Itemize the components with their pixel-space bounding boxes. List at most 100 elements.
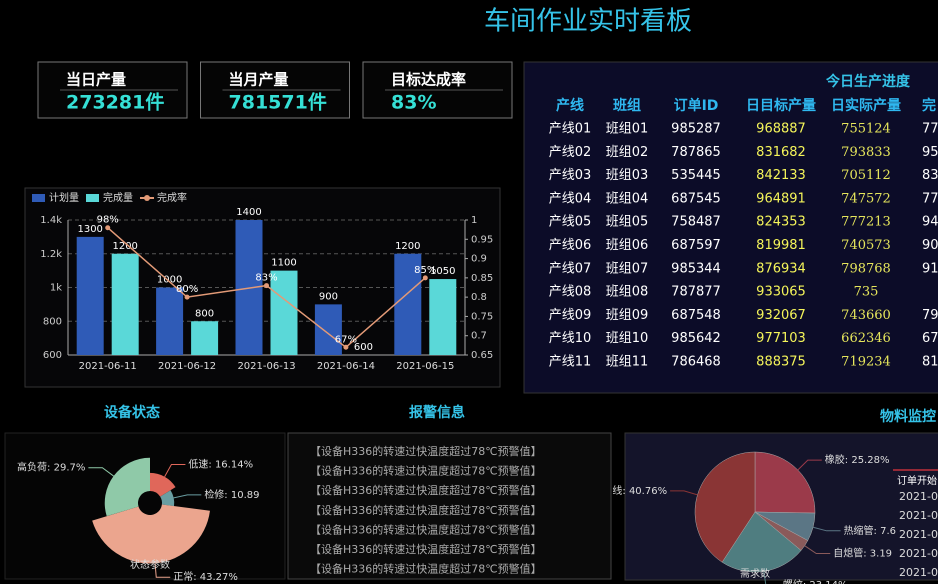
table-cell: 985344 [671,261,721,276]
x-tick-label: 2021-06-13 [237,361,295,372]
table-cell: 77 [922,122,938,137]
table-cell: 740573 [841,238,891,253]
table-cell: 77 [922,191,938,206]
table-cell: 824353 [756,215,806,230]
y2-tick-label: 0.95 [471,234,493,245]
bar [270,270,298,355]
pie-slice [754,451,816,514]
table-cell: 91 [922,261,938,276]
table-cell: 67 [922,331,938,346]
pie-label: 高负荷: 29.7% [17,461,85,474]
table-cell: 班组08 [606,285,649,300]
section-title: 报警信息 [409,404,465,421]
alarm-item: 【设备H336的转速过快温度超过78℃预警值】 [310,444,542,458]
pie-label: 橡胶: 25.28% [825,453,890,466]
table-cell: 班组07 [606,261,649,276]
table-cell: 798768 [841,261,891,276]
y2-tick-label: 0.75 [471,311,493,322]
alarm-item: 【设备H336的转速过快温度超过78℃预警值】 [310,483,542,497]
kpi-value: 273281件 [66,91,164,114]
bar [191,321,219,355]
table-cell: 932067 [756,308,806,323]
y2-tick-label: 0.9 [471,254,487,265]
pie-slice [694,451,756,563]
bar [429,279,457,355]
pie-label: 热缩管: 7.6 [844,524,896,537]
label-leader [670,490,698,496]
table-cell: 758487 [671,215,721,230]
pie-subtitle: 需求数 [740,567,770,580]
bar-label: 1200 [112,241,137,252]
y-tick-label: 800 [43,316,62,327]
table-cell: 819981 [756,238,806,253]
table-header: 日实际产量 [831,97,901,114]
kpi-value: 83% [391,92,436,114]
table-cell: 535445 [671,168,721,183]
table-cell: 83 [922,168,938,183]
legend-label: 计划量 [49,191,79,204]
pie-label: 螺纹: 23.14% [783,578,848,584]
bar [314,304,342,355]
x-tick-label: 2021-06-14 [317,361,375,372]
bar-label: 1200 [395,241,420,252]
y-tick-label: 1k [50,283,62,294]
x-tick-label: 2021-06-15 [396,361,454,372]
orders-item: 2021-07 [899,566,938,579]
bar [76,236,104,355]
table-cell: 产线02 [549,145,592,160]
pie-label: 低速: 16.14% [188,457,253,470]
alarm-panel [287,432,612,580]
table-cell: 793833 [841,145,891,160]
table-cell: 777213 [841,215,891,230]
label-leader [164,463,186,477]
alarm-item: 【设备H336的转速过快温度超过78℃预警值】 [310,562,542,576]
orders-item: 2021-0 [899,509,938,522]
table-cell: 964891 [756,191,806,206]
bar-label: 1050 [430,266,455,277]
table-cell: 95 [922,145,938,160]
rate-label: 83% [255,273,277,284]
table-cell: 81 [922,355,938,370]
table-cell: 94 [922,215,938,230]
orders-header: 订单开始 [897,474,937,487]
table-cell: 班组01 [606,122,649,137]
table-cell: 产线08 [549,285,592,300]
table-cell: 产线09 [549,308,592,323]
table-cell: 831682 [756,145,806,160]
label-leader [88,467,114,477]
table-cell: 786468 [671,355,721,370]
pie-slice [721,511,802,573]
table-cell: 876934 [756,261,806,276]
section-title: 物料监控 [880,408,936,425]
y2-tick-label: 0.85 [471,273,493,284]
rate-point [184,294,190,300]
pie-label: 检修: 10.89 [204,488,259,501]
bar [111,253,139,355]
table-cell: 产线01 [549,122,592,137]
rate-label: 67% [335,334,357,345]
bar-label: 1000 [157,275,182,286]
table-header: 订单ID [674,97,719,114]
table-header: 日目标产量 [746,97,816,114]
rate-point [343,344,349,350]
table-title: 今日生产进度 [825,73,911,90]
legend-swatch [86,194,99,202]
table-cell: 687548 [671,308,721,323]
orders-item: 2021-0 [899,528,938,541]
alarm-item: 【设备H336的转速过快温度超过78℃预警值】 [310,522,542,536]
table-cell: 787865 [671,145,721,160]
bar-label: 600 [354,342,373,353]
y-tick-label: 1.4k [40,215,62,226]
label-leader [797,459,822,471]
x-tick-label: 2021-06-12 [158,361,216,372]
table-cell: 662346 [841,331,891,346]
alarm-item: 【设备H336的转速过快温度超过78℃预警值】 [310,542,542,556]
y2-tick-label: 1 [471,215,477,226]
table-header: 班组 [613,97,641,114]
table-cell: 班组09 [606,308,649,323]
y-tick-label: 600 [43,350,62,361]
kpi-value: 781571件 [229,91,327,114]
legend-swatch [32,194,45,202]
